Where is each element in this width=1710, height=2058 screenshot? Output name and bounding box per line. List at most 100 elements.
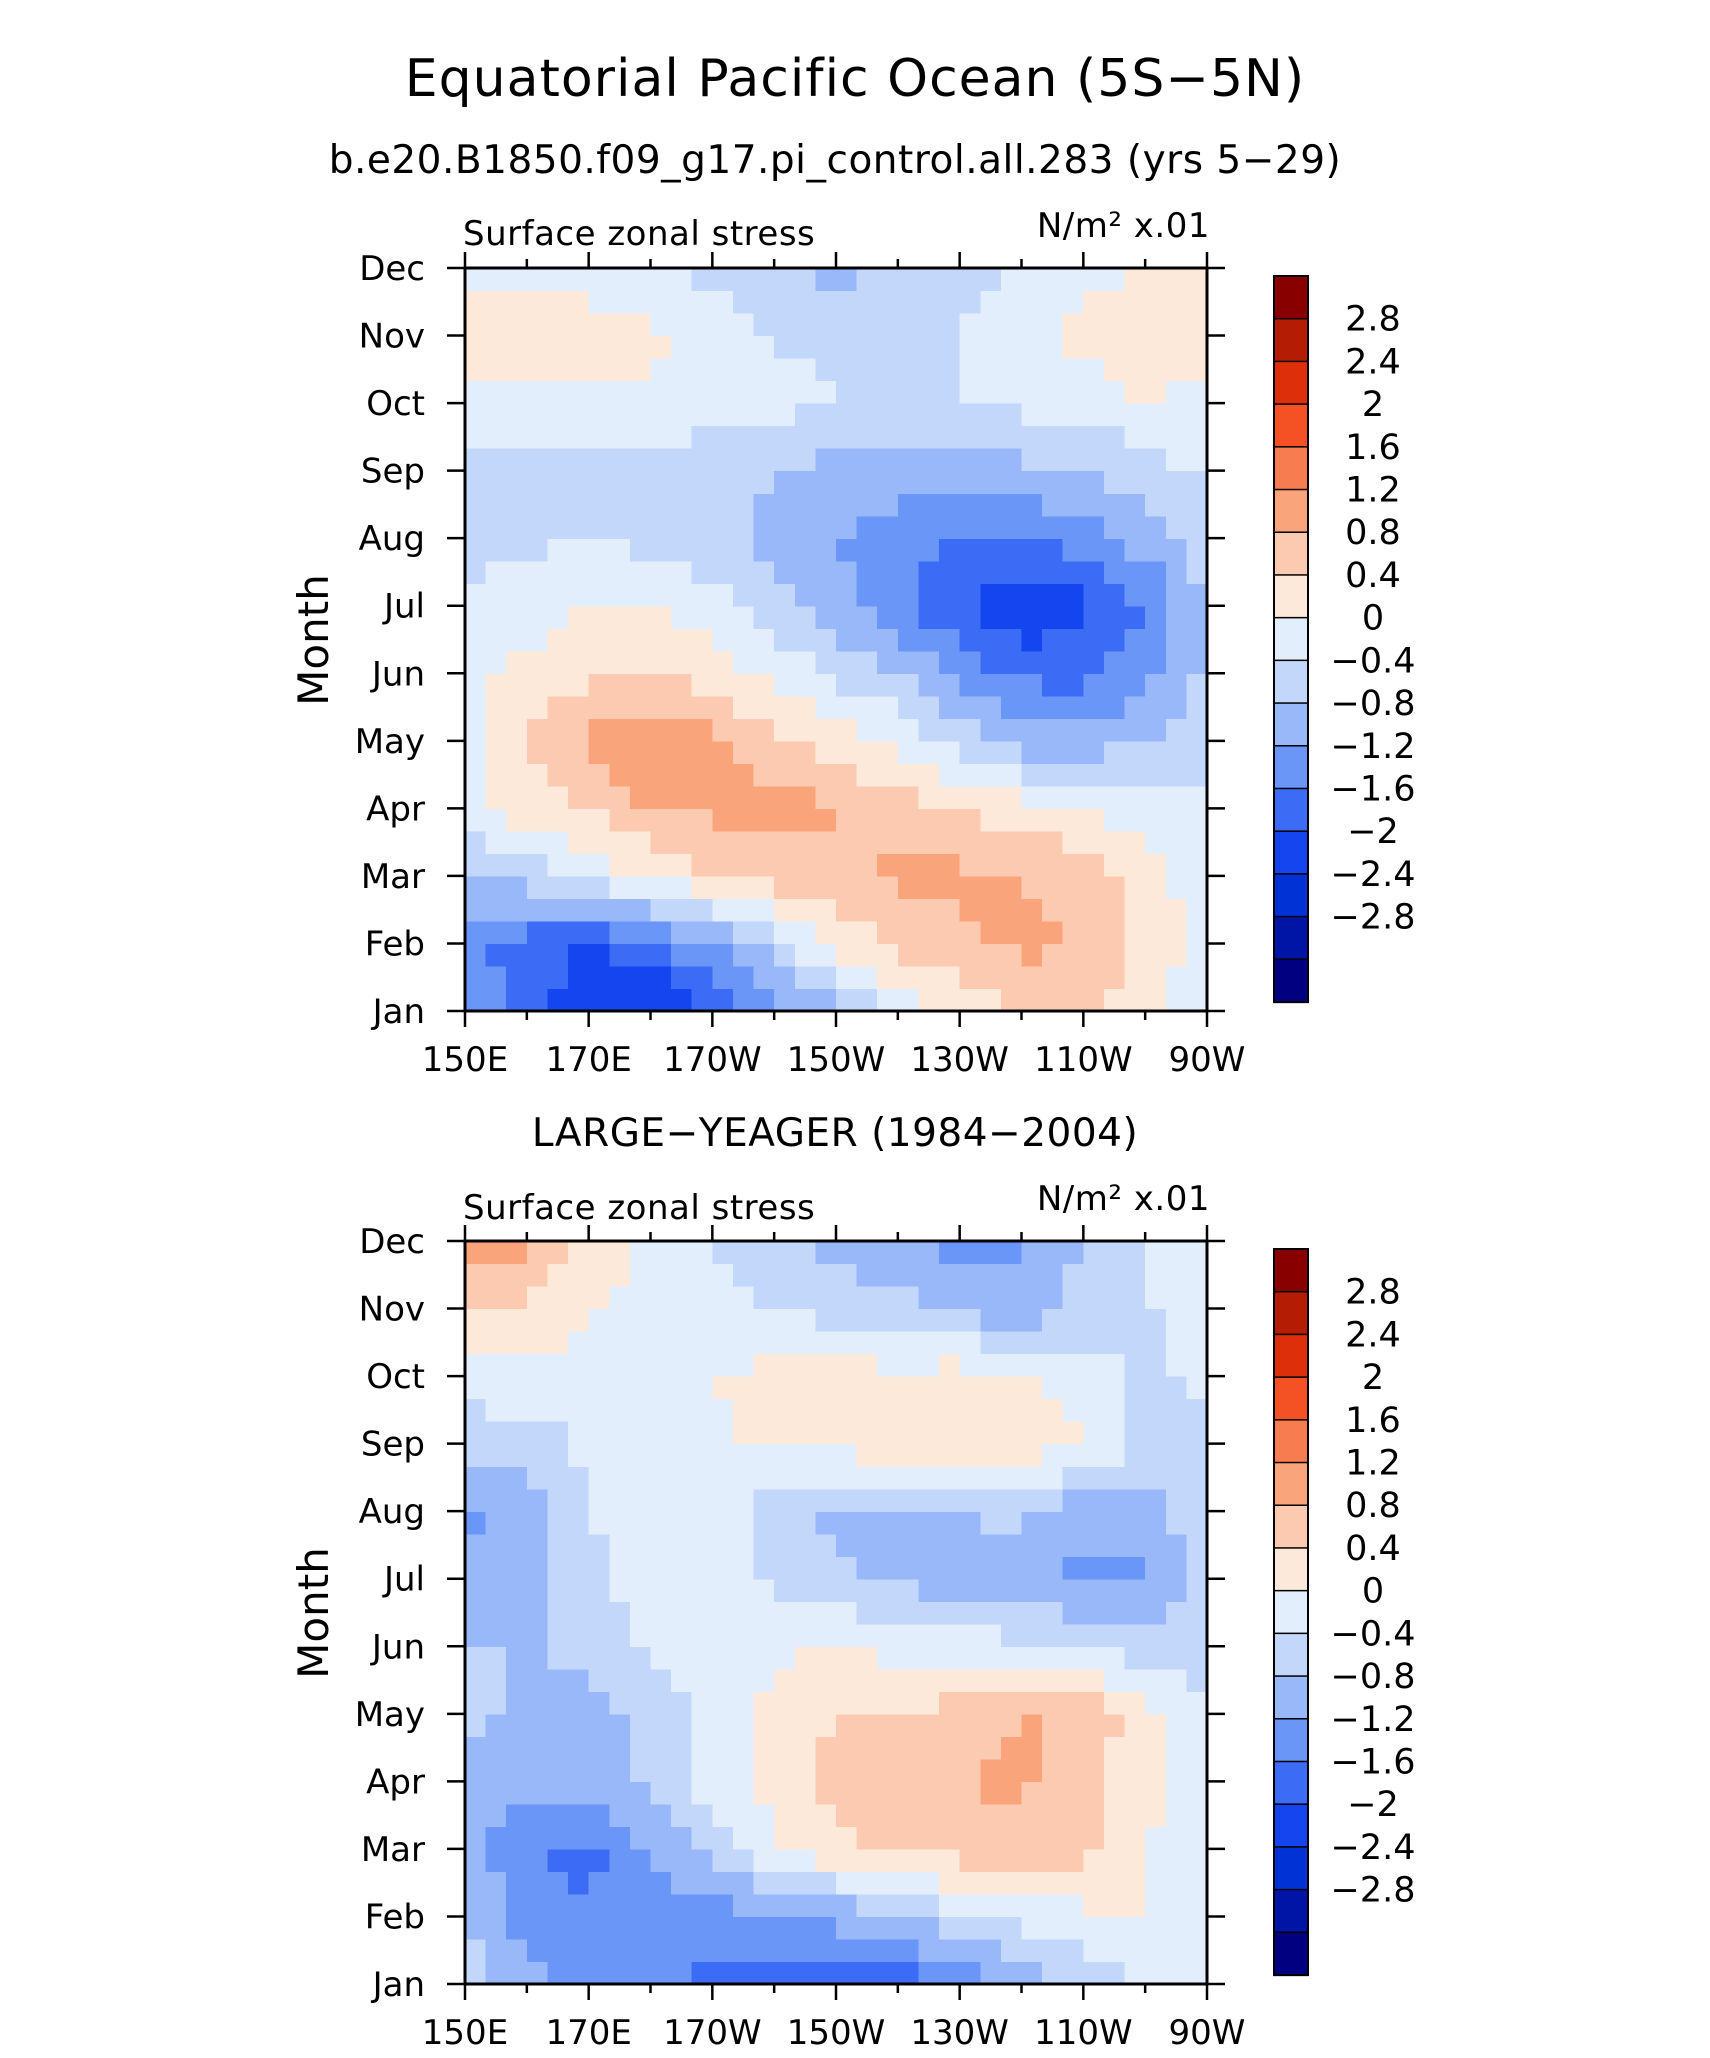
contour-cell xyxy=(588,268,610,292)
contour-cell xyxy=(959,1376,981,1400)
contour-cell xyxy=(506,898,528,922)
contour-cell xyxy=(959,380,981,404)
contour-cell xyxy=(980,830,1002,854)
contour-cell xyxy=(526,1263,549,1287)
colorbar-label: 2.8 xyxy=(1345,1273,1401,1313)
colorbar-label: −2.4 xyxy=(1331,1828,1416,1868)
contour-cell xyxy=(897,1421,920,1445)
contour-cell xyxy=(650,1736,672,1760)
contour-cell xyxy=(588,1758,610,1782)
y-tick-label: Jul xyxy=(382,1560,425,1600)
contour-cell xyxy=(650,1331,672,1355)
contour-cell xyxy=(897,898,920,922)
contour-cell xyxy=(671,358,693,382)
contour-cell xyxy=(815,470,837,494)
contour-cell xyxy=(629,1736,652,1760)
contour-cell xyxy=(712,1443,734,1467)
contour-cell xyxy=(877,785,899,809)
contour-cell xyxy=(712,358,734,382)
contour-cell xyxy=(485,1578,507,1602)
contour-cell xyxy=(1124,290,1146,314)
contour-cell xyxy=(609,875,631,900)
contour-cell xyxy=(568,718,590,742)
contour-cell xyxy=(897,1646,920,1670)
contour-cell xyxy=(959,425,981,449)
contour-cell xyxy=(753,1466,775,1490)
contour-cell xyxy=(1062,808,1084,832)
contour-cell xyxy=(547,763,569,787)
contour-cell xyxy=(1062,1713,1084,1737)
contour-cell xyxy=(1083,1871,1105,1895)
contour-cell xyxy=(1186,920,1208,945)
contour-cell xyxy=(1021,560,1043,584)
contour-cell xyxy=(1103,898,1126,922)
contour-cell xyxy=(732,358,755,382)
contour-cell xyxy=(629,943,652,967)
contour-cell xyxy=(506,1376,528,1400)
contour-cell xyxy=(980,763,1002,787)
contour-cell xyxy=(1062,920,1084,945)
contour-cell xyxy=(774,853,796,877)
contour-cell xyxy=(897,1623,920,1647)
contour-cell xyxy=(1186,1241,1208,1265)
contour-cell xyxy=(691,1938,713,1963)
contour-cell xyxy=(691,583,713,607)
contour-cell xyxy=(671,1961,693,1985)
contour-cell xyxy=(547,1781,569,1805)
contour-cell xyxy=(465,1601,487,1625)
colorbar-label: −1.2 xyxy=(1331,727,1416,767)
contour-cell xyxy=(1124,448,1146,472)
contour-cell xyxy=(959,988,981,1012)
contour-cell xyxy=(485,763,507,787)
contour-cell xyxy=(1042,808,1064,832)
contour-cell xyxy=(980,448,1002,472)
contour-cell xyxy=(856,268,878,292)
contour-cell xyxy=(526,1443,549,1467)
contour-cell xyxy=(939,718,961,742)
contour-cell xyxy=(1165,1758,1187,1782)
contour-cell xyxy=(506,1961,528,1985)
contour-cell xyxy=(671,785,693,809)
contour-cell xyxy=(774,1376,796,1400)
contour-cell xyxy=(629,1556,652,1580)
contour-cell xyxy=(547,358,569,382)
contour-cell xyxy=(753,943,775,967)
contour-cell xyxy=(732,1938,755,1963)
contour-cell xyxy=(959,358,981,382)
contour-cell xyxy=(774,1916,796,1940)
contour-cell xyxy=(485,1848,507,1873)
contour-cell xyxy=(939,515,961,539)
contour-cell xyxy=(506,335,528,359)
contour-cell xyxy=(836,1668,858,1692)
contour-cell xyxy=(877,380,899,404)
contour-cell xyxy=(856,785,878,809)
contour-cell xyxy=(465,1443,487,1467)
contour-cell xyxy=(1145,1668,1167,1692)
contour-cell xyxy=(753,515,775,539)
contour-cell xyxy=(568,1758,590,1782)
contour-cell xyxy=(815,1466,837,1490)
contour-cell xyxy=(547,1308,569,1332)
contour-cell xyxy=(1021,403,1043,427)
contour-cell xyxy=(753,785,775,809)
contour-cell xyxy=(547,1443,569,1467)
contour-cell xyxy=(506,425,528,449)
contour-cell xyxy=(897,403,920,427)
contour-cell xyxy=(1124,1556,1146,1580)
contour-cell xyxy=(547,313,569,337)
contour-cell xyxy=(568,1353,590,1377)
contour-cell xyxy=(485,560,507,584)
contour-cell xyxy=(1124,1578,1146,1602)
contour-cell xyxy=(836,1803,858,1827)
contour-cell xyxy=(1062,1466,1084,1490)
x-tick-label: 90W xyxy=(1169,2013,1246,2053)
contour-cell xyxy=(980,1578,1002,1602)
contour-cell xyxy=(1083,380,1105,404)
contour-cell xyxy=(1000,1893,1023,1918)
contour-cell xyxy=(877,1668,899,1692)
contour-cell xyxy=(897,830,920,854)
contour-cell xyxy=(1186,1646,1208,1670)
contour-cell xyxy=(568,470,590,494)
colorbar-frame xyxy=(1273,1248,1309,1976)
contour-cell xyxy=(609,358,631,382)
